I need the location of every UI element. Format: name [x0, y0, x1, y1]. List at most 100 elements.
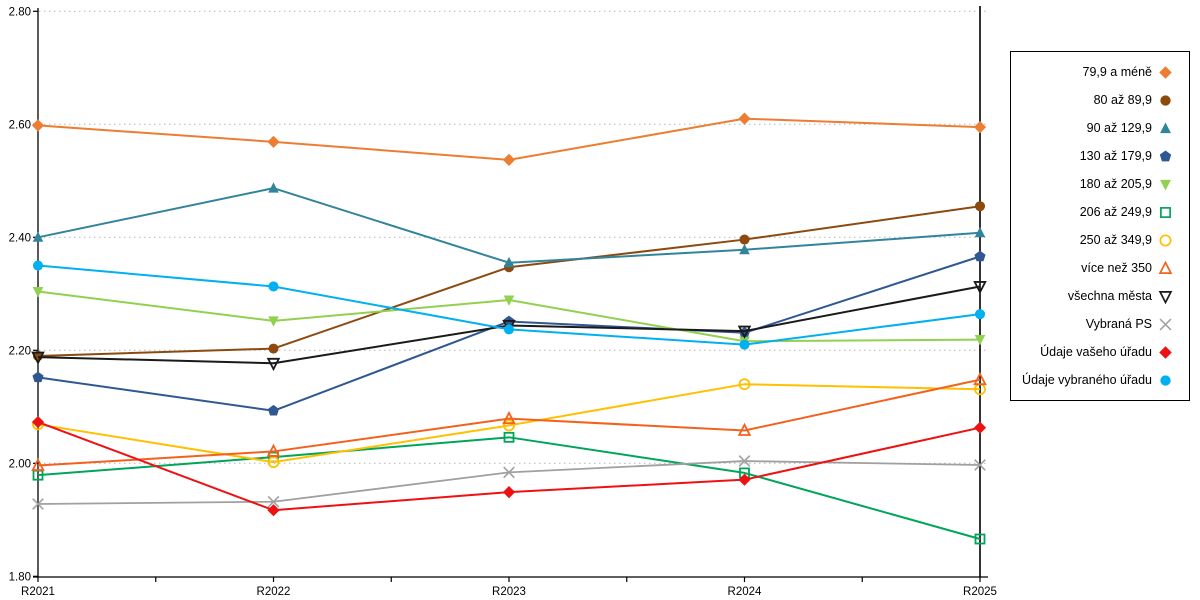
- data-point-marker: [1160, 94, 1171, 106]
- legend-marker-icon: [1158, 177, 1173, 192]
- series-79-9-a-m-n: [31, 112, 987, 166]
- data-point-marker: [267, 456, 280, 469]
- chart-legend: 79,9 a méně 80 až 89,9 90 až 129,9 130 až 1…: [1010, 51, 1190, 401]
- data-point-marker: [502, 153, 516, 166]
- legend-label: všechna města: [1067, 289, 1152, 303]
- x-tick-label: R2024: [728, 586, 762, 598]
- data-point-marker: [1159, 233, 1172, 247]
- legend-label: Údaje vašeho úřadu: [1040, 345, 1152, 359]
- data-point-marker: [1160, 374, 1171, 386]
- y-tick-label: 1.80: [9, 571, 31, 583]
- data-point-marker: [502, 486, 516, 499]
- data-point-marker: [974, 226, 986, 238]
- data-point-marker: [268, 281, 279, 292]
- legend-label: více než 350: [1081, 261, 1152, 275]
- data-point-marker: [973, 421, 987, 434]
- series-206-a-249-9: [32, 431, 986, 545]
- legend-marker-icon: [1158, 65, 1173, 80]
- series-line-79-9-a-m-n: [37, 117, 981, 161]
- data-point-marker: [31, 415, 45, 429]
- data-point-marker: [31, 119, 45, 132]
- y-tick-label: 2.80: [9, 6, 31, 18]
- y-tick-label: 2.20: [9, 345, 31, 357]
- data-point-marker: [266, 443, 281, 457]
- legend-label: 90 až 129,9: [1086, 121, 1152, 135]
- data-point-marker: [974, 201, 986, 212]
- x-tick-label: R2025: [963, 586, 997, 598]
- data-point-marker: [973, 371, 987, 386]
- data-point-marker: [503, 324, 515, 335]
- data-point-marker: [268, 182, 279, 193]
- data-point-marker: [739, 243, 750, 255]
- data-point-marker: [973, 281, 987, 295]
- data-point-marker: [32, 287, 44, 298]
- legend-item-90-a-129-9: 90 až 129,9: [1011, 116, 1189, 140]
- data-point-marker: [503, 256, 515, 268]
- legend-label: 180 až 205,9: [1079, 177, 1152, 191]
- y-tick-label: 2.60: [9, 119, 31, 131]
- legend-item-v-echna-m-sta: všechna města: [1011, 284, 1189, 308]
- data-point-marker: [973, 121, 987, 134]
- legend-label: 250 až 349,9: [1079, 233, 1152, 247]
- legend-label: 206 až 249,9: [1079, 205, 1152, 219]
- legend-marker-icon: [1158, 373, 1173, 388]
- data-point-marker: [503, 419, 515, 432]
- series-line-206-a-249-9: [37, 436, 981, 540]
- data-point-marker: [738, 112, 751, 125]
- data-point-marker: [974, 250, 986, 262]
- legend-marker-icon: [1158, 205, 1173, 220]
- data-point-marker: [738, 473, 751, 486]
- legend-label: Údaje vybraného úřadu: [1022, 373, 1152, 387]
- gridlines: [39, 10, 986, 464]
- x-tick-label: R2021: [21, 586, 55, 598]
- data-point-marker: [32, 498, 44, 510]
- data-point-marker: [268, 343, 279, 354]
- data-point-marker: [1159, 318, 1172, 330]
- series-line-250-a-349-9: [37, 383, 981, 464]
- legend-label: 130 až 179,9: [1079, 149, 1152, 163]
- legend-marker-icon: [1158, 93, 1173, 108]
- data-point-marker: [1159, 345, 1172, 359]
- legend-label: 79,9 a méně: [1082, 65, 1153, 79]
- series-daje-vybran-ho-adu: [32, 260, 986, 350]
- series-90-a-129-9: [32, 182, 986, 268]
- legend-marker-icon: [1158, 260, 1173, 276]
- legend-marker-icon: [1158, 121, 1173, 136]
- data-point-marker: [1160, 179, 1171, 190]
- legend-label: Vybraná PS: [1085, 317, 1152, 331]
- legend-marker-icon: [1158, 233, 1173, 248]
- data-point-marker: [974, 309, 986, 320]
- legend-item-180-a-205-9: 180 až 205,9: [1011, 172, 1189, 196]
- data-point-marker: [1159, 150, 1172, 161]
- legend-item-206-a-249-9: 206 až 249,9: [1011, 200, 1189, 224]
- series-v-ce-ne-350: [31, 371, 987, 471]
- data-point-marker: [31, 457, 45, 471]
- data-point-marker: [739, 234, 750, 245]
- data-point-marker: [1158, 260, 1173, 274]
- data-point-marker: [1159, 65, 1172, 79]
- data-point-marker: [503, 431, 515, 443]
- legend-item-79-9-a-m-n: 79,9 a méně: [1011, 60, 1189, 84]
- series-80-a-89-9: [32, 201, 986, 361]
- legend-item-vybran-ps: Vybraná PS: [1011, 312, 1189, 336]
- series-250-a-349-9: [32, 378, 986, 469]
- legend-item-daje-va-eho-adu: Údaje vašeho úřadu: [1011, 340, 1189, 364]
- data-point-marker: [267, 135, 280, 148]
- x-tick-label: R2022: [257, 586, 291, 598]
- legend-item-80-a-89-9: 80 až 89,9: [1011, 88, 1189, 112]
- legend-item-130-a-179-9: 130 až 179,9: [1011, 144, 1189, 168]
- legend-marker-icon: [1158, 289, 1173, 304]
- data-point-marker: [974, 533, 986, 545]
- series-180-a-205-9: [32, 287, 986, 348]
- y-tick-label: 2.00: [9, 458, 31, 470]
- data-point-marker: [32, 231, 44, 242]
- data-point-marker: [737, 422, 752, 436]
- legend-label: 80 až 89,9: [1093, 93, 1152, 107]
- data-point-marker: [1158, 290, 1173, 304]
- data-point-marker: [268, 316, 279, 327]
- data-point-marker: [267, 404, 280, 416]
- y-tick-label: 2.40: [9, 232, 31, 244]
- data-point-marker: [31, 351, 45, 365]
- data-point-marker: [974, 459, 986, 471]
